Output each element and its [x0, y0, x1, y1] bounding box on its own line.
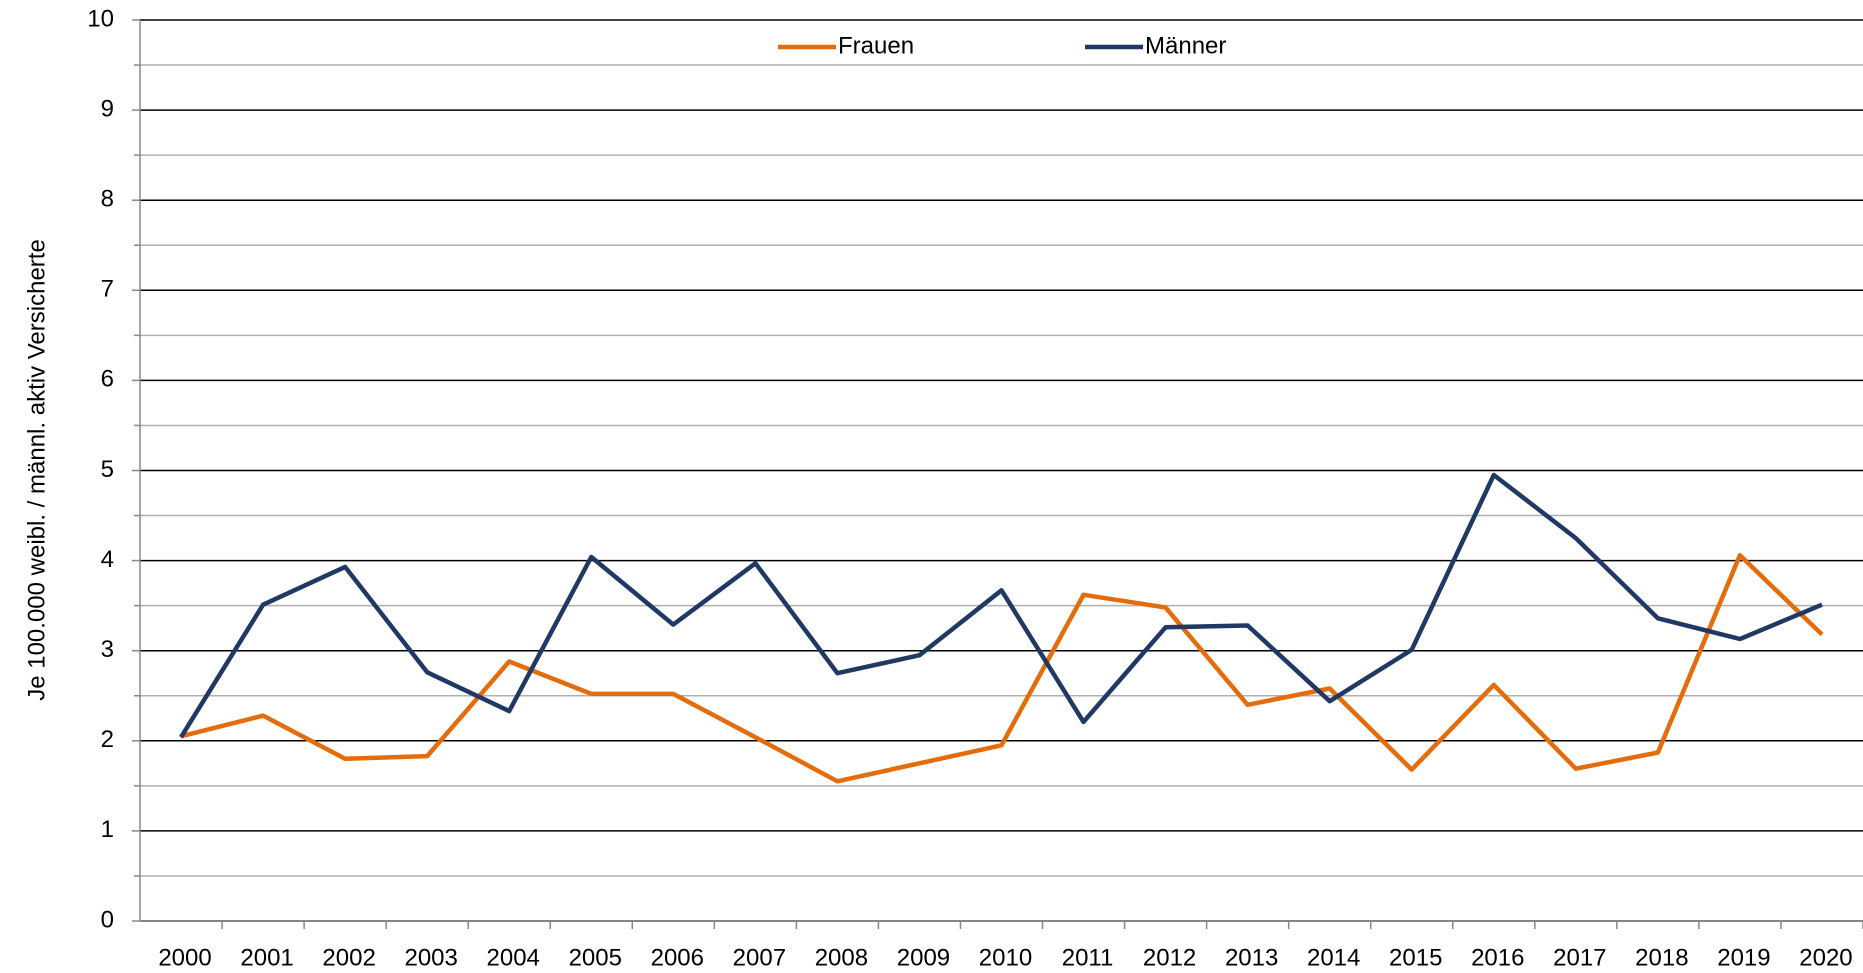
y-tick-label: 10: [87, 5, 114, 32]
x-tick-label: 2001: [240, 944, 293, 971]
x-tick-label: 2010: [979, 944, 1032, 971]
x-tick-label: 2005: [569, 944, 622, 971]
y-tick-label: 9: [101, 95, 114, 122]
x-tick-label: 2012: [1143, 944, 1196, 971]
y-tick-label: 8: [101, 186, 114, 213]
x-tick-label: 2014: [1307, 944, 1360, 971]
y-tick-label: 2: [101, 726, 114, 753]
x-tick-label: 2000: [158, 944, 211, 971]
x-tick-label: 2011: [1062, 944, 1114, 971]
x-tick-label: 2008: [815, 944, 868, 971]
x-tick-label: 2019: [1717, 944, 1770, 971]
series-line: [179, 472, 1823, 739]
x-tick-label: 2009: [897, 944, 950, 971]
x-tick-label: 2013: [1225, 944, 1278, 971]
y-tick-label: 3: [101, 636, 114, 663]
y-tick-label: 5: [101, 456, 114, 483]
y-tick-label: 1: [101, 816, 114, 843]
y-axis-label: Je 100.000 weibl. / männl. aktiv Versich…: [23, 239, 50, 701]
x-tick-label: 2016: [1471, 944, 1524, 971]
x-tick-label: 2002: [322, 944, 375, 971]
x-tick-label: 2006: [651, 944, 704, 971]
x-tick-label: 2003: [404, 944, 457, 971]
x-tick-label: 2004: [487, 944, 540, 971]
y-tick-label: 4: [101, 546, 114, 573]
x-tick-label: 2007: [733, 944, 786, 971]
y-tick-label: 6: [101, 366, 114, 393]
x-tick-label: 2018: [1635, 944, 1688, 971]
y-tick-label: 0: [101, 906, 114, 933]
y-tick-label: 7: [101, 276, 114, 303]
x-tick-label: 2020: [1799, 944, 1852, 971]
legend-label: Männer: [1145, 32, 1226, 59]
series-line: [180, 552, 1824, 784]
x-tick-label: 2017: [1553, 944, 1606, 971]
legend-label: Frauen: [838, 32, 914, 59]
x-tick-label: 2015: [1389, 944, 1442, 971]
